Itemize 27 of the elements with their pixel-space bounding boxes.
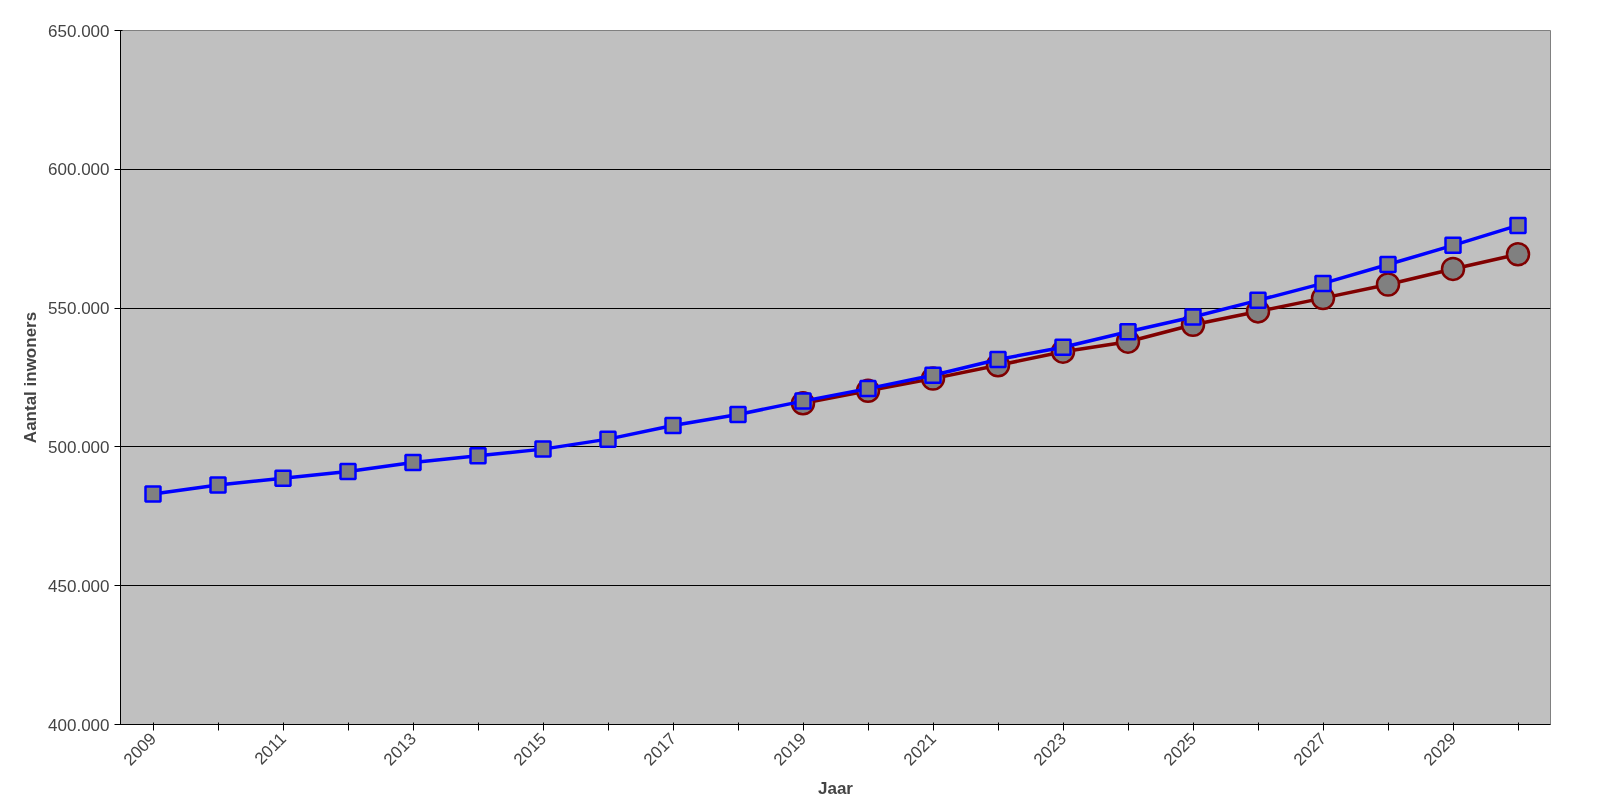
y-tick-label: 650.000 [48,21,110,41]
point [1505,242,1531,267]
y-tick-label: 550.000 [48,299,110,319]
point [664,416,682,435]
point [1379,255,1397,274]
point [1509,216,1527,235]
y-axis-title: Aantal inwoners [21,311,41,444]
point [1314,274,1332,293]
point [1375,272,1401,297]
y-tick-label: 400.000 [48,715,110,735]
point [339,462,357,481]
y-tick-label: 600.000 [48,160,110,180]
point [1444,236,1462,255]
point [404,453,422,472]
point [1119,322,1137,341]
y-tick-label: 500.000 [48,437,110,457]
point [599,430,617,448]
point [1249,291,1267,310]
y-tick-label: 450.000 [48,576,110,596]
point [144,485,162,503]
point [1440,256,1466,282]
point [729,405,747,424]
point [469,447,487,465]
point [209,476,227,494]
point [274,469,292,488]
x-axis-title: Jaar [818,778,854,798]
point [534,440,552,458]
